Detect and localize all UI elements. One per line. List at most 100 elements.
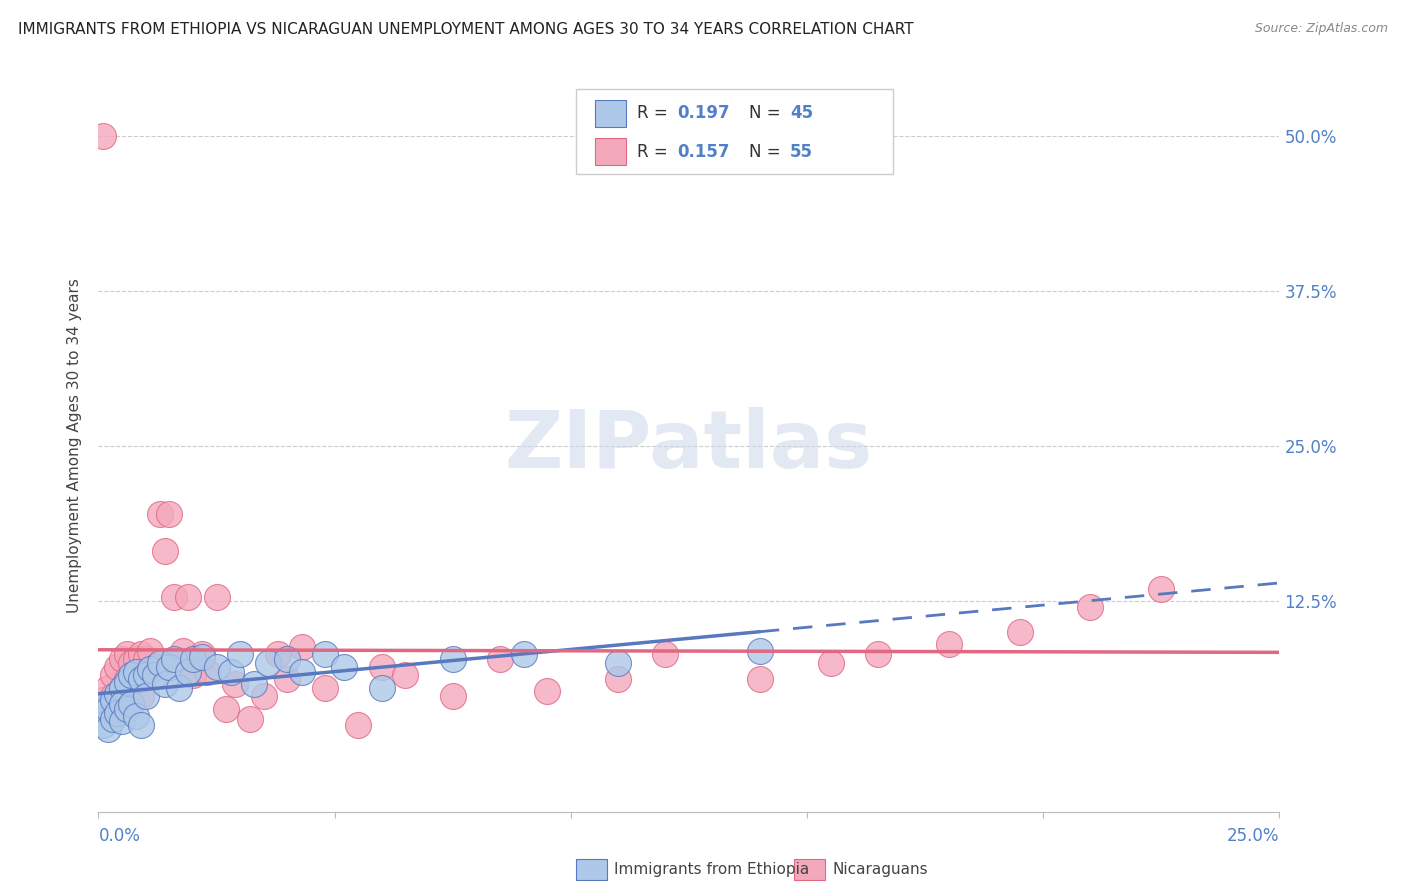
Point [101, 668, 124, 682]
Point [91, 699, 114, 714]
Point [219, 665, 242, 679]
Point [121, 668, 143, 682]
Point [129, 690, 152, 704]
Text: R =: R = [637, 104, 673, 122]
Text: N =: N = [749, 143, 786, 161]
Point [243, 677, 266, 691]
Point [536, 684, 558, 698]
Point [820, 656, 842, 670]
Point [129, 647, 152, 661]
Point [257, 656, 280, 670]
Point [149, 656, 172, 670]
Point [115, 674, 138, 689]
Text: N =: N = [749, 104, 786, 122]
Point [97, 702, 120, 716]
Point [111, 681, 134, 695]
Point [105, 702, 128, 716]
Point [229, 647, 252, 661]
Point [748, 672, 770, 686]
Point [135, 668, 157, 682]
Point [143, 659, 166, 673]
Point [91, 718, 114, 732]
Point [97, 722, 120, 736]
Point [224, 677, 246, 691]
Text: ZIPatlas: ZIPatlas [505, 407, 873, 485]
Point [172, 643, 194, 657]
Point [215, 702, 238, 716]
Point [177, 591, 200, 605]
Point [191, 647, 214, 661]
Point [394, 668, 416, 682]
Point [177, 665, 200, 679]
Text: Nicaraguans: Nicaraguans [832, 863, 928, 877]
Point [111, 652, 134, 666]
Point [654, 647, 676, 661]
Point [276, 652, 298, 666]
Point [290, 665, 312, 679]
Point [125, 665, 148, 679]
Point [91, 129, 114, 144]
Point [105, 659, 128, 673]
Text: IMMIGRANTS FROM ETHIOPIA VS NICARAGUAN UNEMPLOYMENT AMONG AGES 30 TO 34 YEARS CO: IMMIGRANTS FROM ETHIOPIA VS NICARAGUAN U… [18, 22, 914, 37]
Point [333, 659, 356, 673]
Point [125, 672, 148, 686]
Point [1008, 624, 1031, 639]
Point [135, 690, 157, 704]
Point [205, 591, 228, 605]
Point [111, 681, 134, 695]
Point [181, 668, 204, 682]
Text: R =: R = [637, 143, 673, 161]
Text: 25.0%: 25.0% [1227, 827, 1279, 845]
Point [512, 647, 534, 661]
Point [125, 652, 148, 666]
Point [101, 712, 124, 726]
Point [153, 544, 176, 558]
Point [489, 652, 512, 666]
Point [135, 668, 157, 682]
Point [163, 591, 186, 605]
Point [149, 507, 172, 521]
Point [441, 690, 464, 704]
Point [205, 659, 228, 673]
Point [163, 652, 186, 666]
Point [1150, 582, 1173, 596]
Text: Source: ZipAtlas.com: Source: ZipAtlas.com [1254, 22, 1388, 36]
Text: 0.197: 0.197 [678, 104, 730, 122]
Point [105, 706, 128, 720]
Point [748, 643, 770, 657]
Y-axis label: Unemployment Among Ages 30 to 34 years: Unemployment Among Ages 30 to 34 years [67, 278, 83, 614]
Point [181, 652, 204, 666]
Point [125, 709, 148, 723]
Point [111, 697, 134, 711]
Point [105, 687, 128, 701]
Point [938, 637, 960, 651]
Point [129, 718, 152, 732]
Point [607, 672, 630, 686]
Point [135, 652, 157, 666]
Point [115, 647, 138, 661]
Text: 0.0%: 0.0% [98, 827, 141, 845]
Point [267, 647, 290, 661]
Text: 0.157: 0.157 [678, 143, 730, 161]
Point [91, 693, 114, 707]
Point [239, 712, 262, 726]
Point [97, 702, 120, 716]
Point [195, 665, 218, 679]
Point [191, 649, 214, 664]
Point [441, 652, 464, 666]
Point [157, 507, 180, 521]
Point [139, 662, 162, 676]
Point [347, 718, 370, 732]
Point [276, 672, 298, 686]
Point [111, 714, 134, 729]
Point [121, 656, 143, 670]
Point [253, 690, 276, 704]
Point [290, 640, 312, 654]
Point [121, 677, 143, 691]
Text: Immigrants from Ethiopia: Immigrants from Ethiopia [614, 863, 810, 877]
Point [167, 681, 190, 695]
Point [115, 702, 138, 716]
Point [157, 659, 180, 673]
Point [129, 672, 152, 686]
Text: 55: 55 [790, 143, 813, 161]
